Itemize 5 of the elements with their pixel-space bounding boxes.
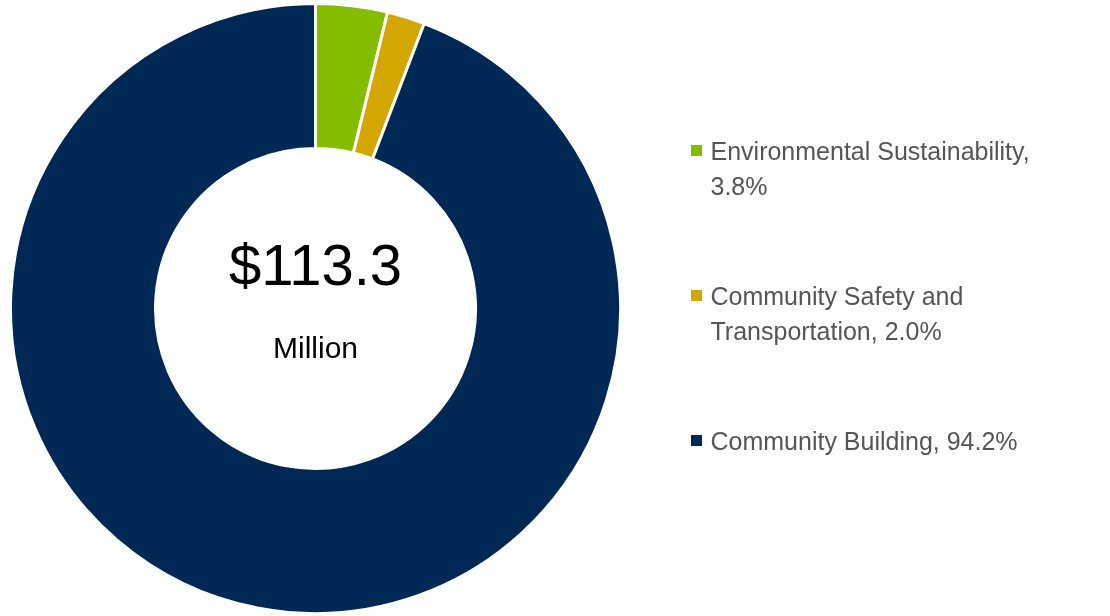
legend-label: Environmental Sustainability, 3.8% xyxy=(710,136,1030,200)
legend-label: Community Safety and Transportation, 2.0% xyxy=(710,281,964,345)
text: $113.3 xyxy=(228,231,403,297)
text: Million xyxy=(272,330,359,364)
legend-label: Community Building, 94.2% xyxy=(710,426,1018,455)
